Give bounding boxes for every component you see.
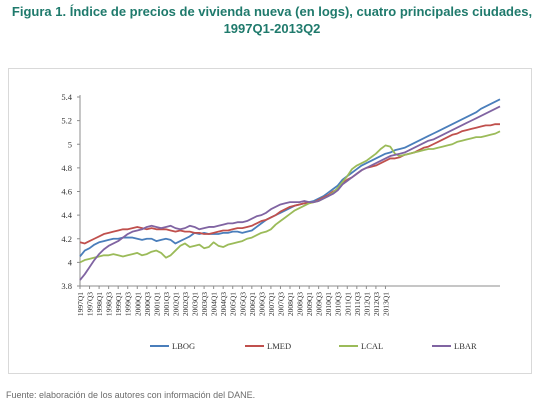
x-tick-label: 2007Q1 [267,292,276,316]
figure-title: Figura 1. Índice de precios de vivienda … [0,3,544,37]
y-tick-label: 4.2 [61,234,72,244]
x-tick-label: 1999Q1 [114,292,123,316]
series-line-lbar [79,105,501,281]
x-tick-label: 2005Q1 [229,292,238,316]
x-tick-label: 2001Q3 [162,292,171,316]
x-tick-label: 1999Q3 [124,292,133,316]
x-tick-label: 2000Q1 [133,292,142,316]
x-tick-label: 2005Q3 [238,292,247,316]
x-tick-label: 2012Q1 [362,292,371,316]
x-tick-label: 2000Q3 [143,292,152,316]
x-tick-label: 2011Q1 [343,292,352,316]
x-tick-label: 1998Q3 [105,292,114,316]
series-line-lbog [79,98,501,258]
figure-title-line1: Figura 1. Índice de precios de vivienda … [11,4,533,19]
x-tick-label: 2010Q1 [324,292,333,316]
y-tick-label: 4.4 [61,210,72,220]
x-tick-label: 2002Q1 [171,292,180,316]
figure-title-line2: 1997Q1-2013Q2 [223,21,321,36]
x-tick-label: 2009Q1 [305,292,314,316]
x-tick-label: 1997Q1 [76,292,85,316]
x-tick-label: 1997Q3 [86,292,95,316]
legend-label-lbog: LBOG [172,341,195,351]
x-tick-label: 2013Q1 [381,292,390,316]
x-tick-label: 2006Q3 [257,292,266,316]
series-line-lmed [79,123,500,245]
y-tick-label: 5 [68,139,72,149]
x-tick-label: 2009Q3 [315,292,324,316]
series-line-lcal [79,130,501,264]
x-tick-label: 2011Q3 [353,292,362,316]
x-tick-label: 2003Q1 [191,292,200,316]
x-tick-label: 2006Q1 [248,292,257,316]
y-tick-label: 4.8 [61,163,72,173]
y-tick-label: 3.8 [61,281,72,291]
x-tick-label: 2002Q3 [181,292,190,316]
x-tick-label: 2004Q3 [219,292,228,316]
x-tick-label: 2004Q1 [210,292,219,316]
x-tick-label: 2012Q3 [372,292,381,316]
y-tick-label: 4 [68,257,73,267]
y-tick-label: 5.2 [61,116,72,126]
legend-label-lmed: LMED [267,341,291,351]
x-tick-label: 2008Q1 [286,292,295,316]
legend-label-lbar: LBAR [454,341,477,351]
x-tick-label: 2010Q3 [334,292,343,316]
x-tick-label: 2007Q3 [276,292,285,316]
x-tick-label: 2008Q3 [296,292,305,316]
chart-frame: 3.8 4 4.2 4.4 4.6 4.8 5 5.2 5.4 1997Q1 1997Q3 1998Q… [8,68,532,374]
legend-label-lcal: LCAL [361,341,383,351]
x-tick-label: 1998Q1 [95,292,104,316]
source-note: Fuente: elaboración de los autores con i… [6,390,256,400]
x-tick-label: 2001Q1 [152,292,161,316]
y-tick-label: 5.4 [61,92,72,102]
x-tick-label: 2003Q3 [200,292,209,316]
y-tick-label: 4.6 [61,187,72,197]
